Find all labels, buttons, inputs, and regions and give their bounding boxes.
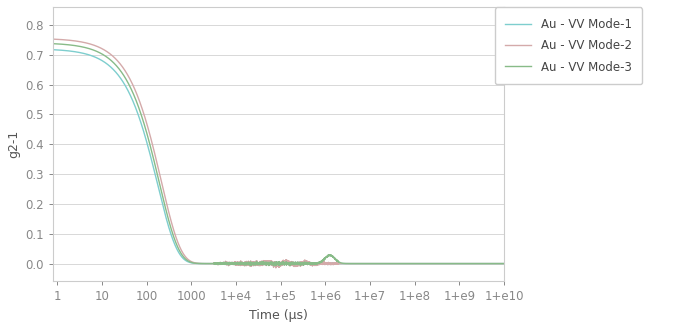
Au - VV Mode-1	[272, 265, 280, 269]
Line: Au - VV Mode-2: Au - VV Mode-2	[53, 39, 504, 268]
Au - VV Mode-1	[335, 262, 344, 266]
Au - VV Mode-2	[383, 262, 391, 266]
Line: Au - VV Mode-3: Au - VV Mode-3	[53, 44, 504, 266]
Au - VV Mode-1	[49, 48, 57, 52]
Au - VV Mode-2	[316, 262, 324, 266]
Au - VV Mode-2	[500, 262, 508, 266]
Au - VV Mode-3	[383, 262, 391, 266]
Au - VV Mode-1	[316, 262, 324, 266]
Au - VV Mode-3	[49, 42, 57, 46]
Au - VV Mode-1	[212, 262, 220, 266]
Au - VV Mode-1	[383, 262, 391, 266]
Au - VV Mode-3	[335, 260, 344, 264]
Legend: Au - VV Mode-1, Au - VV Mode-2, Au - VV Mode-3: Au - VV Mode-1, Au - VV Mode-2, Au - VV …	[495, 7, 643, 84]
Au - VV Mode-3	[272, 264, 280, 267]
Au - VV Mode-2	[407, 262, 416, 266]
Au - VV Mode-3	[500, 262, 508, 266]
Au - VV Mode-2	[71, 39, 80, 43]
Au - VV Mode-1	[407, 262, 416, 266]
Au - VV Mode-3	[316, 261, 324, 265]
Au - VV Mode-3	[212, 262, 220, 266]
Line: Au - VV Mode-1: Au - VV Mode-1	[53, 50, 504, 267]
Au - VV Mode-2	[335, 262, 344, 266]
Au - VV Mode-1	[500, 262, 508, 266]
Au - VV Mode-2	[49, 37, 57, 41]
Au - VV Mode-2	[212, 262, 220, 266]
X-axis label: Time (μs): Time (μs)	[249, 309, 308, 322]
Au - VV Mode-1	[71, 50, 80, 54]
Au - VV Mode-3	[71, 44, 80, 48]
Y-axis label: g2-1: g2-1	[7, 130, 20, 158]
Au - VV Mode-2	[272, 266, 280, 270]
Au - VV Mode-3	[407, 262, 416, 266]
